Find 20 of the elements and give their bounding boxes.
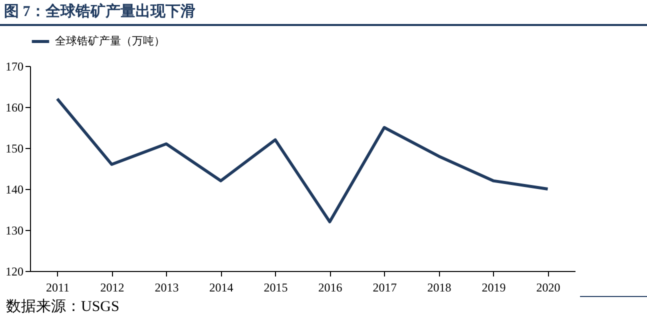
x-tick-label: 2016 <box>318 280 342 294</box>
y-tick-label: 160 <box>6 100 24 114</box>
legend-label: 全球锆矿产量（万吨） <box>55 34 165 48</box>
y-tick-label: 120 <box>6 264 24 278</box>
x-tick-label: 2015 <box>264 280 288 294</box>
y-tick-label: 170 <box>6 60 24 74</box>
x-tick-label: 2013 <box>154 280 179 294</box>
chart-title: 图 7：全球锆矿产量出现下滑 <box>0 0 647 26</box>
x-tick-label: 2014 <box>209 280 234 294</box>
y-tick-label: 150 <box>6 142 24 156</box>
source-note: 数据来源：USGS <box>0 296 647 316</box>
x-tick-label: 2020 <box>536 280 560 294</box>
x-tick-label: 2017 <box>372 280 397 294</box>
y-tick-label: 140 <box>6 182 24 196</box>
x-tick-label: 2019 <box>482 280 506 294</box>
line-series <box>56 97 550 224</box>
x-tick-label: 2011 <box>46 280 70 294</box>
x-tick-label: 2018 <box>427 280 452 294</box>
x-tick-label: 2012 <box>100 280 124 294</box>
y-tick-label: 130 <box>6 224 24 238</box>
